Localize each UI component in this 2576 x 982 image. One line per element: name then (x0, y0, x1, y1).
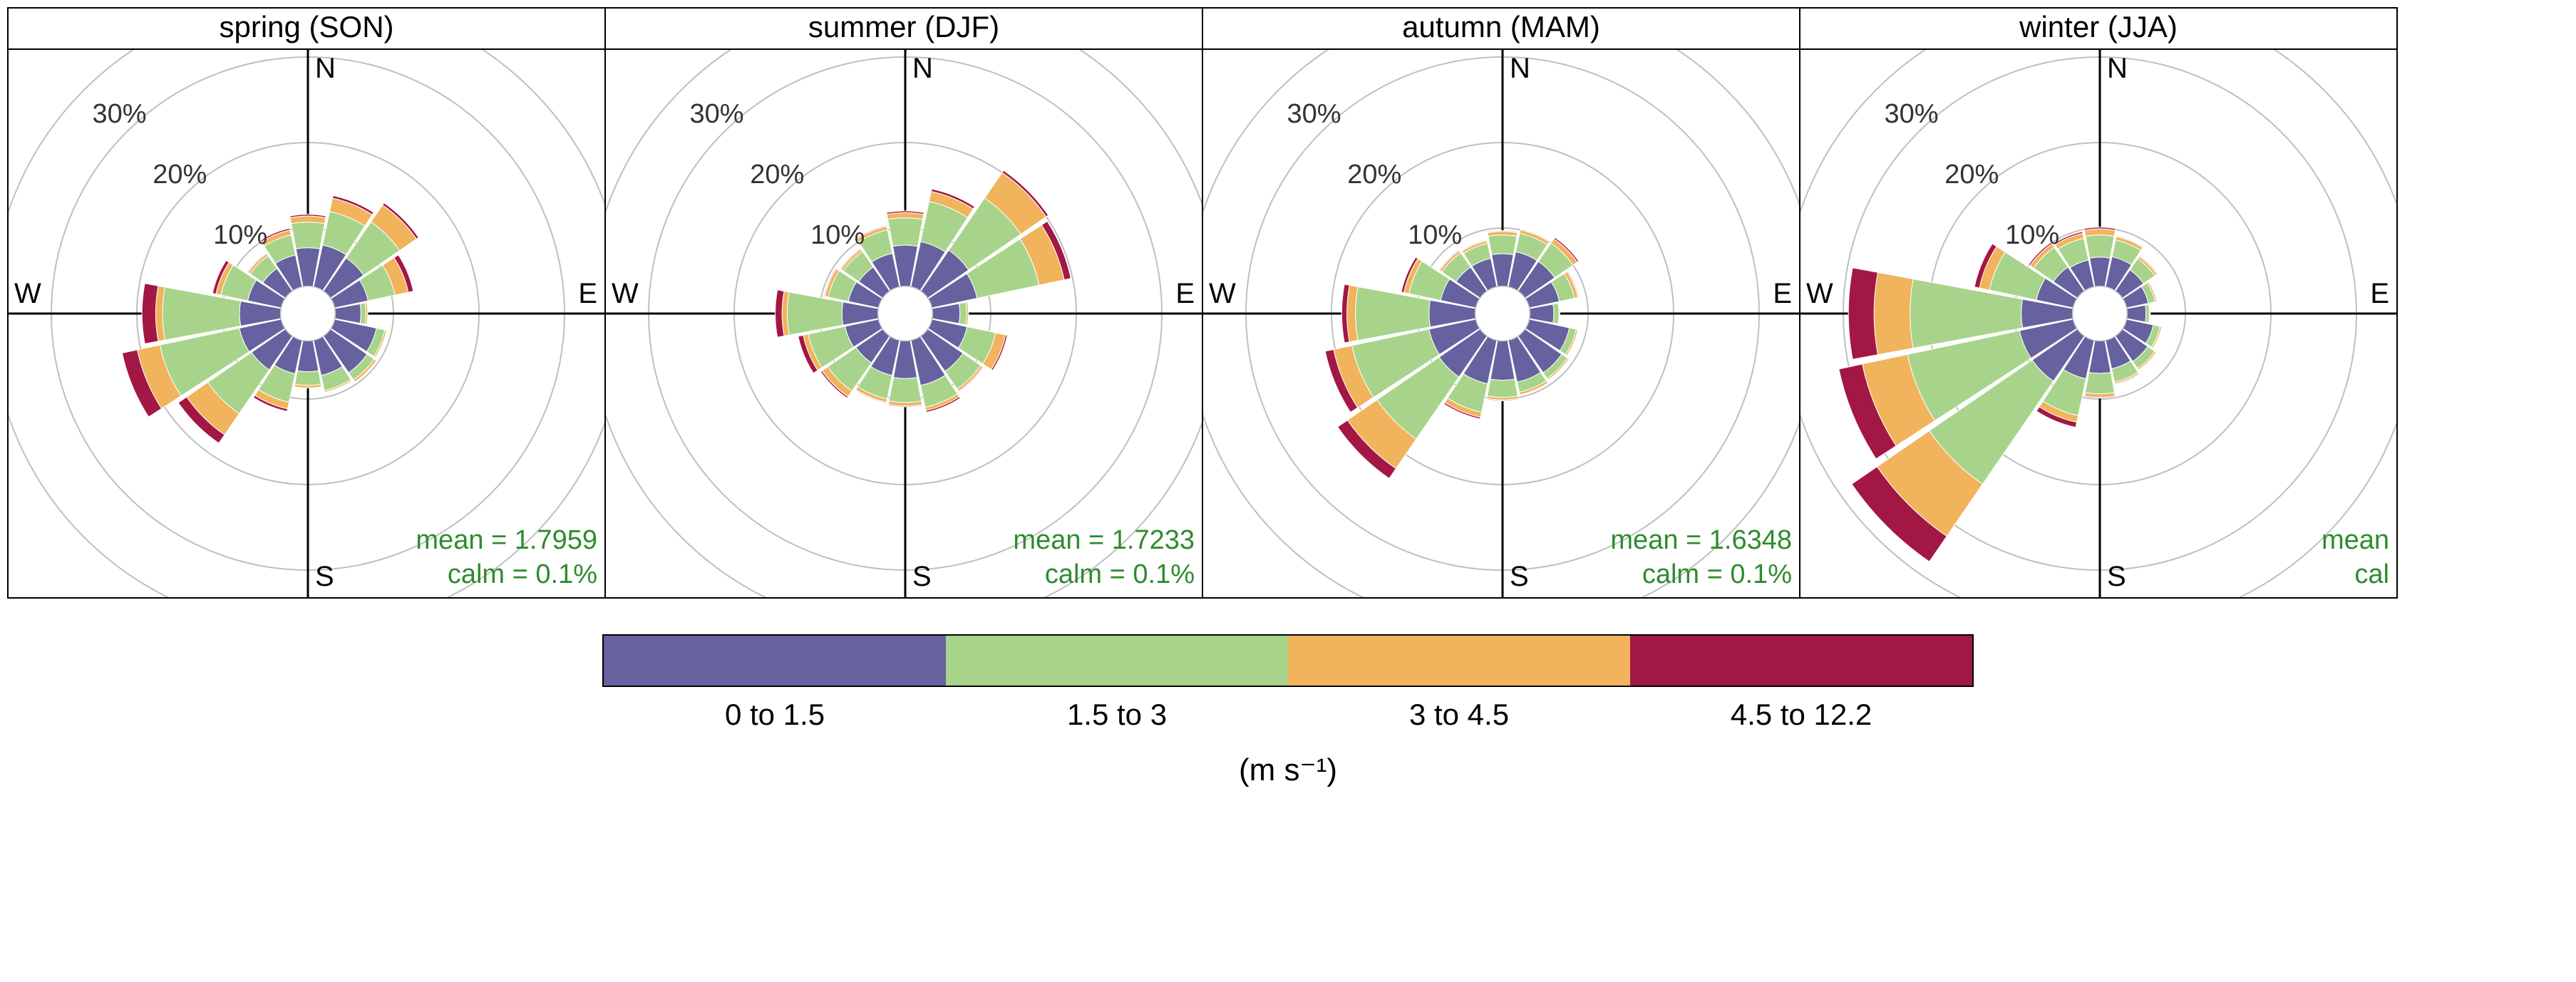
rose-wedge (959, 302, 967, 324)
ring-percent-label: 20% (1347, 160, 1401, 190)
rose-wedge (2084, 229, 2115, 236)
rose-plot-area: 10%20%30% N S E Wmean = 1.7959calm = 0.1% (9, 50, 604, 597)
cardinal-n: N (315, 53, 336, 85)
rose-plot-area: 10%20%30% N S E Wmean = 1.6348calm = 0.1% (1203, 50, 1799, 597)
stat-calm: calm = 0.1% (1610, 558, 1792, 592)
panel-title: spring (SON) (9, 9, 604, 50)
ring-percent-label: 30% (1287, 99, 1341, 130)
stat-mean: mean = 1.7233 (1013, 524, 1195, 558)
cardinal-e: E (1175, 278, 1195, 310)
ring-percent-label: 10% (1408, 220, 1462, 251)
cardinal-w: W (612, 278, 639, 310)
stat-calm: calm = 0.1% (416, 558, 597, 592)
cardinal-s: S (912, 561, 932, 593)
panel-stats: mean = 1.7959calm = 0.1% (416, 524, 597, 591)
rose-wedge (1488, 379, 1518, 398)
cardinal-w: W (1209, 278, 1236, 310)
panel-title: summer (DJF) (606, 9, 1202, 50)
windrose-panel: summer (DJF) 10%20%30% N S E Wmean = 1.7233ca… (604, 7, 1203, 599)
ring-percent-label: 10% (2005, 220, 2059, 251)
legend-segment (1630, 636, 1972, 686)
stat-calm: cal (2322, 558, 2389, 592)
legend-bin-label: 1.5 to 3 (946, 698, 1288, 732)
legend-segment (604, 636, 946, 686)
cardinal-n: N (912, 53, 933, 85)
rose-wedge (888, 218, 923, 247)
cardinal-w: W (1806, 278, 1833, 310)
cardinal-s: S (1510, 561, 1529, 593)
cardinal-s: S (315, 561, 334, 593)
rose-wedge (1488, 235, 1517, 255)
legend-unit: (m s⁻¹) (7, 752, 2569, 788)
panel-stats: mean = 1.6348calm = 0.1% (1610, 524, 1792, 591)
rose-wedge (2127, 305, 2146, 322)
windrose-facet-grid: spring (SON)10%20%30%NSEWmean = 1.7959ca… (7, 7, 2569, 599)
rose-wedge (2085, 373, 2114, 394)
rose-wedge (1874, 272, 1913, 354)
windrose-panel: autumn (MAM) 10%20%30% N S E Wmean = 1.6348ca… (1202, 7, 1800, 599)
legend-bin-label: 3 to 4.5 (1288, 698, 1630, 732)
legend-colorbar (602, 634, 1974, 687)
legend-segment (946, 636, 1288, 686)
rose-wedge (360, 303, 366, 324)
cardinal-w: W (14, 278, 41, 310)
panel-stats: meancal (2322, 524, 2389, 591)
ring-percent-label: 20% (1944, 160, 1999, 190)
cardinal-s: S (2107, 561, 2126, 593)
stat-mean: mean (2322, 524, 2389, 558)
cardinal-e: E (578, 278, 597, 310)
stat-mean: mean = 1.7959 (416, 524, 597, 558)
cardinal-n: N (1510, 53, 1530, 85)
rose-wedge (2086, 235, 2114, 259)
ring-percent-label: 10% (810, 220, 865, 251)
rose-wedge (142, 284, 158, 344)
legend-segment (1288, 636, 1630, 686)
panel-title: winter (JJA) (1800, 9, 2396, 50)
ring-percent-label: 30% (92, 99, 146, 130)
panel-title: autumn (MAM) (1203, 9, 1799, 50)
legend: 0 to 1.51.5 to 33 to 4.54.5 to 12.2 (m s… (7, 634, 2569, 788)
cardinal-n: N (2107, 53, 2128, 85)
rose-plot-area: 10%20%30% N S E Wmeancal (1800, 50, 2396, 597)
rose-plot-area: 10%20%30% N S E Wmean = 1.7233calm = 0.1% (606, 50, 1202, 597)
ring-percent-label: 30% (1884, 99, 1938, 130)
panel-stats: mean = 1.7233calm = 0.1% (1013, 524, 1195, 591)
rose-wedge (292, 222, 325, 249)
ring-percent-label: 20% (750, 160, 804, 190)
rose-wedge (295, 371, 321, 386)
rose-wedge (1848, 268, 1877, 360)
legend-bin-label: 4.5 to 12.2 (1630, 698, 1972, 732)
ring-percent-label: 30% (689, 99, 743, 130)
ring-percent-label: 20% (153, 160, 207, 190)
stat-calm: calm = 0.1% (1013, 558, 1195, 592)
legend-bin-label: 0 to 1.5 (604, 698, 946, 732)
rose-wedge (1553, 304, 1559, 324)
legend-labels: 0 to 1.51.5 to 33 to 4.54.5 to 12.2 (604, 698, 1972, 732)
cardinal-e: E (2370, 278, 2389, 310)
stat-mean: mean = 1.6348 (1610, 524, 1792, 558)
rose-wedge (889, 378, 921, 403)
windrose-panel: spring (SON) 10%20%30% N S E Wmean = 1.7959ca… (7, 7, 606, 599)
windrose-panel: winter (JJA) 10%20%30% N S E Wmeancal (1799, 7, 2398, 599)
cardinal-e: E (1773, 278, 1792, 310)
ring-percent-label: 10% (213, 220, 267, 251)
